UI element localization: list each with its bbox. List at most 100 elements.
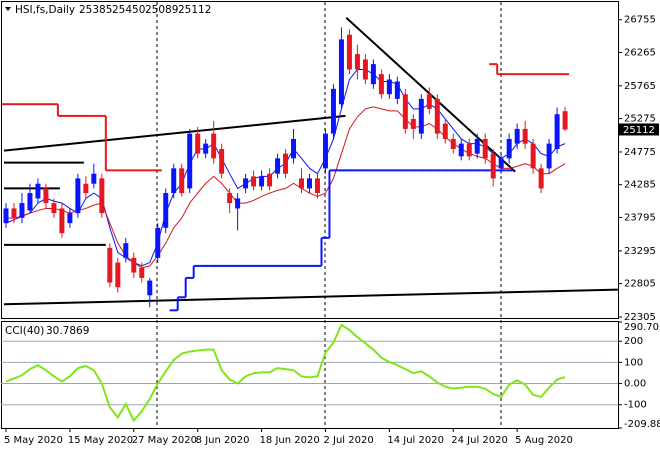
candle-body — [450, 138, 456, 149]
x-tick-label: 5 Aug 2020 — [515, 435, 573, 446]
candle-body — [410, 118, 416, 129]
candle-body — [67, 213, 73, 224]
candle-body — [522, 128, 528, 144]
candle-body — [307, 178, 312, 189]
x-tick-label: 5 May 2020 — [4, 435, 63, 446]
y-tick-label: 25275 — [624, 114, 656, 125]
candle-body — [378, 74, 384, 95]
candle-body — [171, 168, 177, 194]
candle-body — [426, 94, 432, 109]
candle-body — [107, 247, 113, 283]
y-tick-label: 0.00 — [624, 379, 646, 390]
candle-body — [283, 153, 289, 174]
x-tick-label: 24 Jul 2020 — [451, 435, 508, 446]
candle-body — [562, 111, 568, 130]
candle-body — [546, 143, 552, 169]
candle-body — [362, 59, 368, 80]
x-tick-label: 2 Jul 2020 — [323, 435, 373, 446]
candle-body — [51, 203, 57, 214]
trend-line — [3, 288, 618, 306]
chart-title: HSI,fs,Daily — [15, 4, 75, 16]
candle-body — [330, 88, 336, 134]
candle-body — [115, 262, 121, 288]
x-tick-label: 27 May 2020 — [132, 435, 197, 446]
cci-line — [5, 323, 566, 423]
candle-body — [291, 138, 297, 159]
last-low: 25089 — [145, 4, 178, 16]
y-tick-label: -209.886 — [624, 419, 660, 430]
candle-body — [434, 98, 440, 134]
candle-body — [235, 198, 241, 209]
candle-body — [131, 257, 137, 273]
candle-body — [530, 143, 536, 169]
candle-body — [251, 176, 257, 187]
candle-body — [43, 188, 49, 204]
candle-body — [354, 54, 360, 70]
candle-body — [498, 158, 504, 169]
y-tick-label: 24775 — [624, 147, 656, 158]
candle-body — [187, 133, 193, 189]
y-tick-label: 100 — [624, 357, 643, 368]
candle-body — [243, 178, 249, 189]
moving-average — [5, 106, 566, 269]
y-tick-label: -100 — [624, 400, 647, 411]
candle-body — [394, 81, 400, 99]
candle-body — [139, 267, 145, 278]
x-tick-label: 8 Jun 2020 — [196, 435, 250, 446]
candle-body — [179, 168, 185, 194]
y-tick-label: 26755 — [624, 15, 656, 26]
candle-body — [259, 176, 265, 187]
candle-body — [219, 148, 225, 174]
candle-body — [386, 79, 392, 95]
candle-body — [211, 133, 217, 159]
candle-body — [83, 183, 89, 194]
candle-body — [458, 143, 464, 157]
candle-body — [338, 39, 344, 105]
y-tick-label: 22305 — [624, 312, 656, 323]
candle-body — [195, 133, 201, 154]
candle-body — [59, 208, 65, 234]
candle-body — [91, 173, 97, 184]
cci-title: CCI(40) — [5, 325, 44, 337]
candle-body — [314, 178, 320, 194]
y-tick-label: 23795 — [624, 212, 656, 223]
candle-body — [3, 208, 9, 224]
candle-body — [346, 34, 352, 70]
last-close: 25112 — [178, 4, 211, 16]
candle-body — [11, 208, 17, 218]
y-tick-label: 26265 — [624, 47, 656, 58]
y-tick-label: 23295 — [624, 246, 656, 257]
candle-body — [299, 178, 305, 189]
candle-body — [99, 178, 105, 214]
y-tick-label: 24285 — [624, 180, 656, 191]
candle-body — [466, 143, 472, 157]
candle-body — [474, 138, 480, 154]
candle-body — [19, 203, 25, 218]
candle-body — [267, 173, 273, 187]
candle-body — [75, 178, 81, 214]
candle-body — [322, 133, 328, 169]
last-open: 25385 — [79, 4, 112, 16]
candle-body — [482, 138, 488, 159]
candle-body — [554, 114, 560, 149]
candle-body — [35, 183, 41, 199]
y-tick-label: 25765 — [624, 81, 656, 92]
candle-body — [275, 158, 281, 174]
candle-body — [514, 128, 520, 144]
x-tick-label: 15 May 2020 — [68, 435, 133, 446]
candle-body — [163, 193, 169, 228]
candle-body — [506, 138, 512, 159]
last-price-label: 25112 — [623, 125, 655, 136]
plot-layer: 26755 26265 25765 25275 24775 24285 23795 23295… — [1, 15, 660, 446]
trend-line — [3, 114, 346, 152]
candle-body — [402, 94, 408, 129]
candle-body — [227, 193, 233, 204]
price-panel-frame — [1, 1, 619, 319]
last-price-box — [619, 123, 659, 136]
candle-body — [370, 64, 376, 85]
y-tick-label: 22805 — [624, 279, 656, 290]
candle-body — [123, 243, 129, 258]
x-tick-label: 18 Jun 2020 — [260, 435, 320, 446]
